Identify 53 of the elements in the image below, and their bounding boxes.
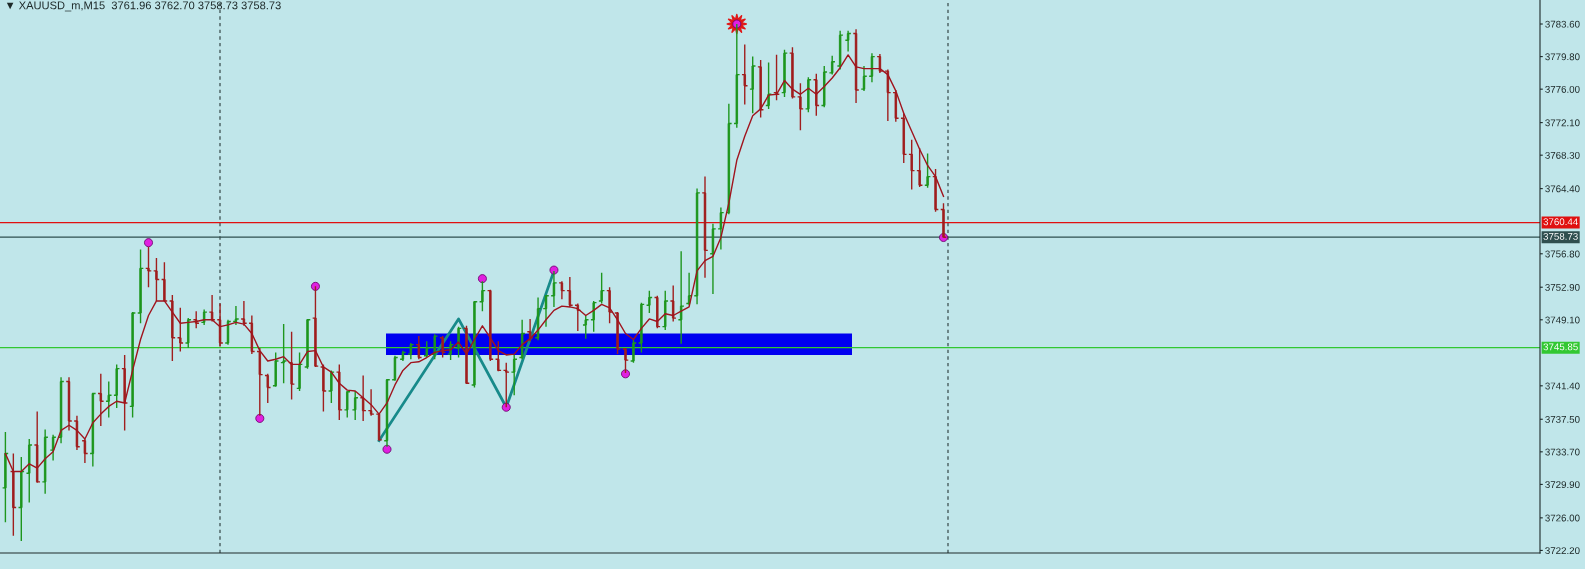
candlestick bbox=[417, 335, 421, 360]
candlestick bbox=[886, 68, 890, 122]
candlestick bbox=[830, 55, 834, 76]
y-tick-label: 3776.00 bbox=[1545, 85, 1580, 93]
candlestick bbox=[512, 354, 516, 396]
candlestick bbox=[735, 23, 739, 129]
y-tick-label: 3722.20 bbox=[1545, 547, 1580, 555]
candlestick bbox=[679, 250, 683, 345]
candlestick bbox=[361, 374, 365, 422]
y-tick-label: 3783.60 bbox=[1545, 20, 1580, 28]
candlestick bbox=[202, 308, 206, 326]
candlestick bbox=[687, 271, 691, 306]
y-tick-label: 3764.40 bbox=[1545, 185, 1580, 193]
ref-line-label: 3745.85 bbox=[1543, 343, 1578, 351]
candlestick bbox=[369, 388, 373, 417]
ref-line-label: 3760.44 bbox=[1543, 218, 1578, 226]
candlestick bbox=[409, 342, 413, 360]
y-tick-label: 3729.90 bbox=[1545, 481, 1580, 489]
candlestick bbox=[719, 206, 723, 251]
candlestick bbox=[194, 310, 198, 330]
candlestick bbox=[51, 433, 55, 462]
candlestick bbox=[83, 438, 87, 464]
ref-line-label: 3758.73 bbox=[1543, 232, 1578, 240]
y-tick-label: 3768.30 bbox=[1545, 151, 1580, 159]
candlestick bbox=[576, 302, 580, 332]
chart-title: ▼ XAUUSD_m,M15 3761.96 3762.70 3758.73 3758.73 bbox=[6, 1, 281, 12]
candlestick bbox=[43, 428, 47, 495]
candlestick bbox=[528, 318, 532, 342]
y-tick-label: 3737.50 bbox=[1545, 415, 1580, 423]
y-tick-label: 3772.10 bbox=[1545, 119, 1580, 127]
y-tick-label: 3726.00 bbox=[1545, 514, 1580, 522]
candlestick bbox=[210, 294, 214, 323]
candlestick bbox=[568, 276, 572, 308]
candlestick bbox=[838, 30, 842, 71]
candlestick bbox=[727, 103, 731, 216]
candlestick bbox=[560, 280, 564, 300]
candlestick bbox=[234, 305, 238, 326]
candlestick bbox=[520, 319, 524, 360]
candlestick bbox=[401, 349, 405, 362]
y-tick-label: 3752.90 bbox=[1545, 283, 1580, 291]
y-tick-label: 3756.80 bbox=[1545, 250, 1580, 258]
candlestick bbox=[99, 373, 103, 427]
candlestick bbox=[91, 391, 95, 468]
y-tick-label: 3779.80 bbox=[1545, 53, 1580, 61]
candlestick bbox=[846, 30, 850, 53]
candlestick bbox=[250, 314, 254, 355]
candlestick bbox=[894, 89, 898, 123]
y-tick-label: 3733.70 bbox=[1545, 448, 1580, 456]
candlestick bbox=[242, 300, 246, 327]
y-tick-label: 3741.40 bbox=[1545, 382, 1580, 390]
y-tick-label: 3749.10 bbox=[1545, 316, 1580, 324]
candlestick bbox=[353, 390, 357, 421]
candlestick bbox=[671, 284, 675, 323]
